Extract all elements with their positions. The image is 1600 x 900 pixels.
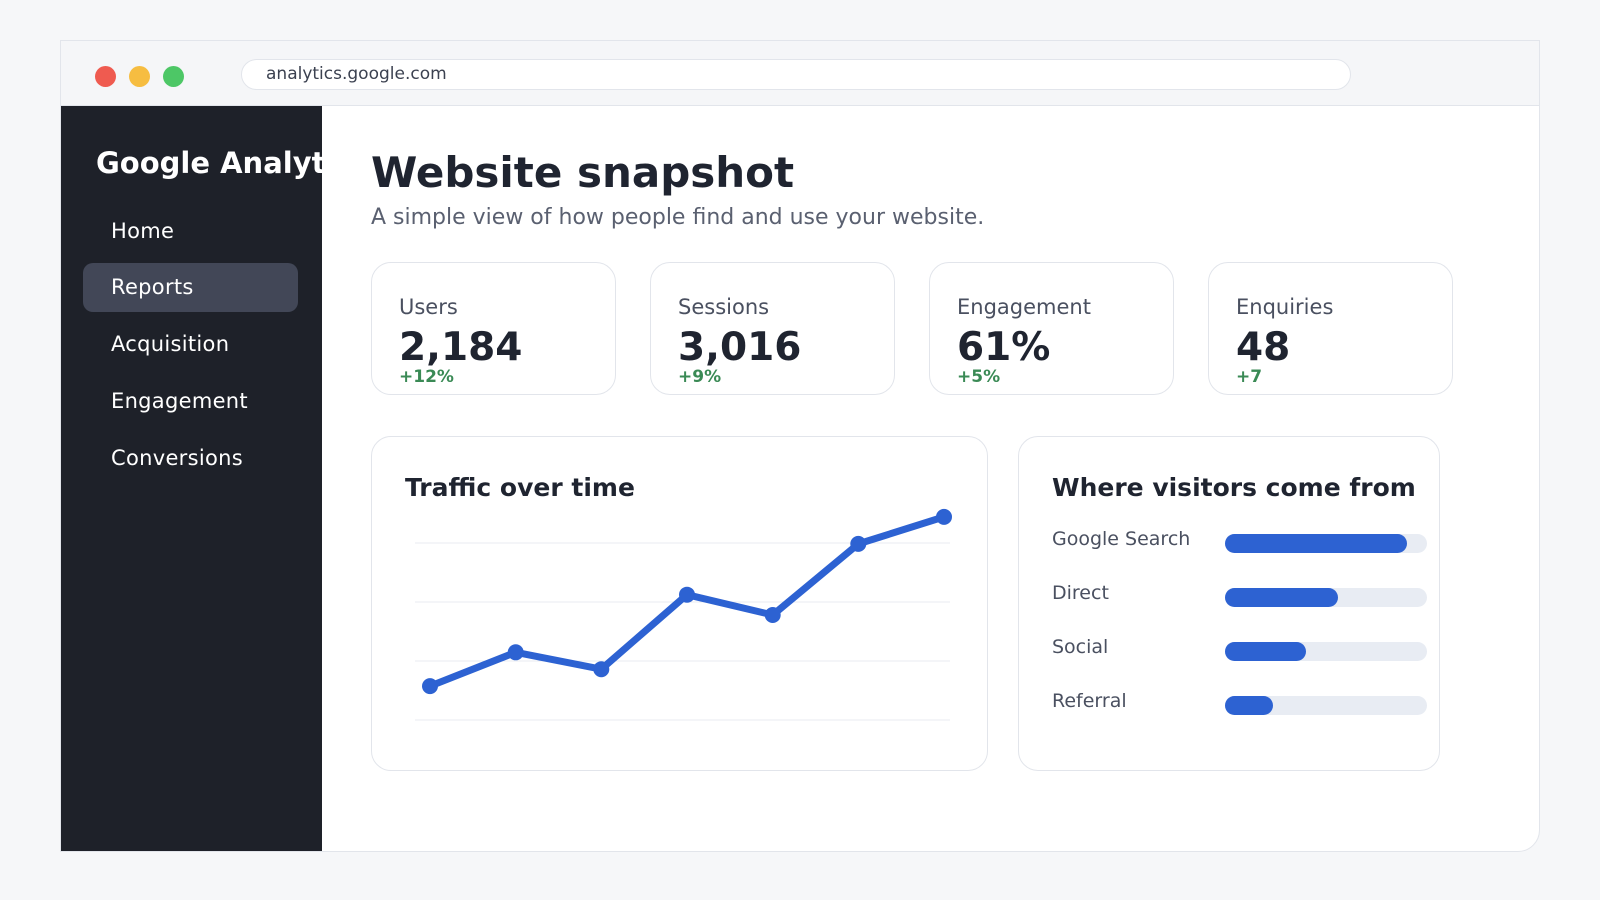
- traffic-data-point[interactable]: [507, 644, 524, 661]
- traffic-chart-panel: Traffic over time: [371, 436, 988, 771]
- source-bar-track: [1225, 534, 1427, 553]
- sidebar-item-engagement[interactable]: Engagement: [111, 389, 248, 413]
- sidebar-item-home[interactable]: Home: [111, 219, 175, 243]
- kpi-delta: +12%: [399, 367, 454, 387]
- source-label: Direct: [1052, 582, 1109, 604]
- kpi-delta: +7: [1236, 367, 1263, 387]
- minimize-window-button[interactable]: [129, 66, 150, 87]
- kpi-value: 2,184: [399, 325, 523, 370]
- source-bar-track: [1225, 696, 1427, 715]
- kpi-card-enquiries[interactable]: Enquiries 48 +7: [1208, 262, 1453, 395]
- source-bar-fill: [1225, 642, 1306, 661]
- kpi-value: 48: [1236, 325, 1291, 370]
- sidebar-item-acquisition[interactable]: Acquisition: [111, 332, 230, 356]
- kpi-card-sessions[interactable]: Sessions 3,016 +9%: [650, 262, 895, 395]
- main-content: Website snapshot A simple view of how pe…: [322, 106, 1539, 851]
- kpi-card-engagement[interactable]: Engagement 61% +5%: [929, 262, 1174, 395]
- brand-title: Google Analytics: [96, 146, 322, 180]
- browser-titlebar: analytics.google.com: [61, 41, 1539, 106]
- kpi-label: Sessions: [678, 295, 770, 319]
- traffic-data-point[interactable]: [422, 678, 438, 695]
- sidebar-item-conversions[interactable]: Conversions: [111, 446, 243, 470]
- source-label: Social: [1052, 636, 1109, 658]
- source-bar-fill: [1225, 534, 1407, 553]
- traffic-line-chart: [415, 508, 952, 721]
- kpi-label: Engagement: [957, 295, 1091, 319]
- kpi-value: 3,016: [678, 325, 802, 370]
- kpi-delta: +9%: [678, 367, 722, 387]
- source-bar-fill: [1225, 696, 1274, 715]
- kpi-delta: +5%: [957, 367, 1001, 387]
- maximize-window-button[interactable]: [163, 66, 184, 87]
- address-bar[interactable]: analytics.google.com: [241, 59, 1351, 90]
- page-title: Website snapshot: [371, 148, 795, 197]
- browser-window: analytics.google.com Google Analytics Ho…: [60, 40, 1540, 852]
- sidebar: Google Analytics Home Reports Acquisitio…: [61, 106, 322, 851]
- source-row-google-search: Google Search: [1052, 528, 1432, 558]
- traffic-data-point[interactable]: [679, 586, 695, 603]
- source-row-referral: Referral: [1052, 690, 1432, 720]
- traffic-data-point[interactable]: [764, 607, 781, 623]
- traffic-data-point[interactable]: [593, 661, 610, 678]
- traffic-data-point[interactable]: [850, 535, 867, 552]
- source-bar-track: [1225, 588, 1427, 607]
- kpi-card-users[interactable]: Users 2,184 +12%: [371, 262, 616, 395]
- source-bar-track: [1225, 642, 1427, 661]
- page-subtitle: A simple view of how people find and use…: [371, 205, 985, 230]
- kpi-label: Enquiries: [1236, 295, 1334, 319]
- kpi-label: Users: [399, 295, 458, 319]
- traffic-chart-title: Traffic over time: [405, 473, 635, 502]
- sidebar-item-reports[interactable]: Reports: [83, 263, 298, 312]
- sources-panel: Where visitors come from Google Search D…: [1018, 436, 1440, 771]
- source-row-social: Social: [1052, 636, 1432, 666]
- sources-title: Where visitors come from: [1052, 473, 1416, 502]
- source-bar-fill: [1225, 588, 1339, 607]
- source-label: Referral: [1052, 690, 1127, 712]
- close-window-button[interactable]: [95, 66, 116, 87]
- kpi-value: 61%: [957, 325, 1051, 370]
- traffic-data-point[interactable]: [936, 508, 952, 525]
- source-label: Google Search: [1052, 528, 1191, 550]
- source-row-direct: Direct: [1052, 582, 1432, 612]
